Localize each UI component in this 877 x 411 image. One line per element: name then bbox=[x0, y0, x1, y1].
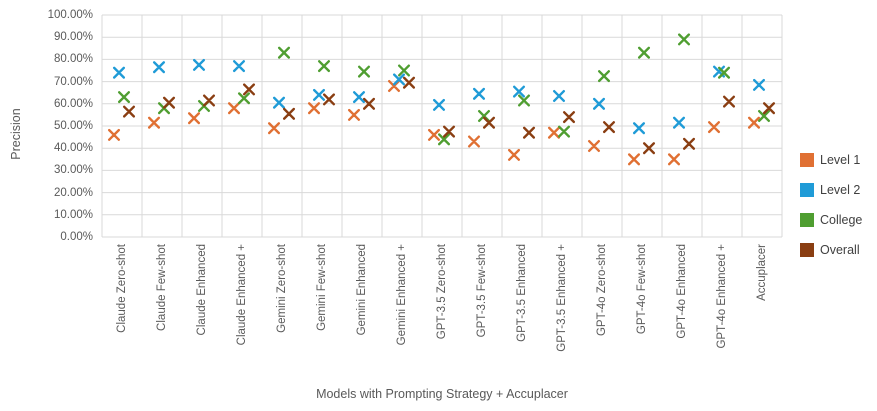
y-tick-label: 100.00% bbox=[47, 9, 93, 21]
legend-label: Overall bbox=[820, 243, 860, 257]
x-category-label: GPT-3.5 Zero-shot bbox=[436, 244, 448, 340]
x-category-label: GPT-3.5 Enhanced bbox=[516, 244, 528, 342]
x-category-label: Claude Few-shot bbox=[156, 244, 168, 331]
x-axis-title: Models with Prompting Strategy + Accupla… bbox=[316, 387, 568, 401]
x-category-label: Claude Zero-shot bbox=[116, 244, 128, 333]
legend-label: Level 1 bbox=[820, 153, 861, 167]
x-category-label: GPT-3.5 Few-shot bbox=[476, 244, 488, 338]
y-tick-label: 80.00% bbox=[53, 53, 93, 66]
legend-swatch-icon bbox=[800, 213, 814, 227]
legend-label: Level 2 bbox=[820, 183, 861, 197]
legend-swatch-icon bbox=[800, 153, 814, 167]
y-tick-label: 90.00% bbox=[53, 31, 93, 44]
x-category-label: Gemini Few-shot bbox=[316, 244, 328, 331]
series-markers-level-1 bbox=[108, 80, 760, 166]
x-category-label: Claude Enhanced + bbox=[236, 244, 248, 346]
x-category-label: GPT-3.5 Enhanced + bbox=[556, 244, 568, 352]
y-tick-label: 70.00% bbox=[53, 75, 93, 88]
y-tick-label: 10.00% bbox=[53, 208, 93, 221]
x-category-label: GPT-4o Enhanced bbox=[676, 244, 688, 339]
gridlines bbox=[101, 14, 783, 238]
plot-area bbox=[101, 14, 783, 238]
x-category-label: GPT-4o Zero-shot bbox=[596, 244, 608, 337]
y-tick-label: 0.00% bbox=[60, 231, 93, 243]
x-category-label: GPT-4o Enhanced + bbox=[716, 244, 728, 349]
y-tick-label: 40.00% bbox=[53, 142, 93, 155]
x-category-label: GPT-4o Few-shot bbox=[636, 244, 648, 335]
legend-swatch-icon bbox=[800, 183, 814, 197]
x-category-label: Gemini Enhanced + bbox=[396, 244, 408, 346]
legend-swatch-icon bbox=[800, 243, 814, 257]
y-tick-label: 30.00% bbox=[53, 164, 93, 177]
series-markers-level-2 bbox=[113, 58, 765, 135]
x-category-label: Claude Enhanced bbox=[196, 244, 208, 336]
x-category-label: Gemini Zero-shot bbox=[276, 244, 288, 333]
legend-label: College bbox=[820, 213, 863, 227]
x-category-label: Accuplacer bbox=[756, 244, 768, 301]
x-category-label: Gemini Enhanced bbox=[356, 244, 368, 336]
y-tick-label: 60.00% bbox=[53, 97, 93, 110]
y-tick-label: 50.00% bbox=[53, 120, 93, 132]
y-tick-label: 20.00% bbox=[53, 186, 93, 199]
series-markers-overall bbox=[123, 76, 775, 155]
